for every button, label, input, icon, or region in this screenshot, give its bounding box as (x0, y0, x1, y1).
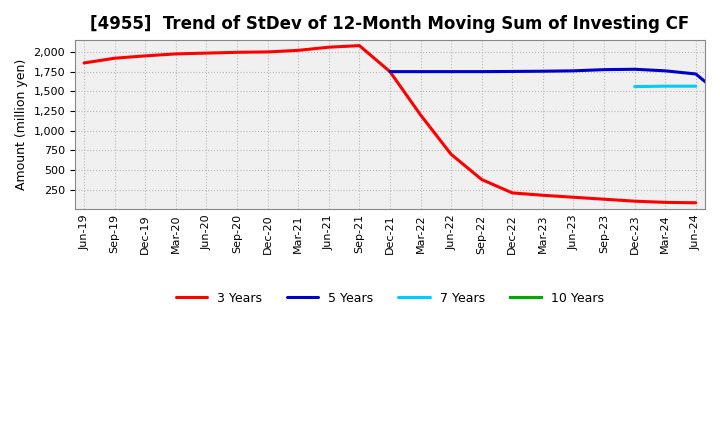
3 Years (80, 60, 89, 66)
5 Years (447, 69, 456, 74)
3 Years (661, 200, 670, 205)
3 Years (355, 43, 364, 48)
3 Years (477, 177, 486, 182)
5 Years (661, 68, 670, 73)
3 Years (294, 48, 302, 53)
Line: 5 Years: 5 Years (390, 69, 720, 173)
3 Years (386, 69, 395, 74)
3 Years (171, 51, 180, 56)
3 Years (141, 53, 150, 59)
3 Years (508, 190, 517, 195)
7 Years (630, 84, 639, 89)
5 Years (477, 69, 486, 74)
3 Years (325, 44, 333, 50)
3 Years (233, 50, 241, 55)
7 Years (661, 84, 670, 89)
Line: 3 Years: 3 Years (84, 46, 696, 203)
5 Years (508, 69, 517, 74)
Title: [4955]  Trend of StDev of 12-Month Moving Sum of Investing CF: [4955] Trend of StDev of 12-Month Moving… (90, 15, 690, 33)
5 Years (691, 71, 700, 77)
5 Years (569, 68, 577, 73)
3 Years (416, 112, 425, 117)
7 Years (691, 84, 700, 89)
5 Years (416, 69, 425, 74)
Y-axis label: Amount (million yen): Amount (million yen) (15, 59, 28, 191)
3 Years (202, 51, 211, 56)
5 Years (600, 67, 608, 72)
5 Years (630, 66, 639, 72)
3 Years (447, 152, 456, 157)
3 Years (691, 200, 700, 205)
3 Years (600, 197, 608, 202)
Legend: 3 Years, 5 Years, 7 Years, 10 Years: 3 Years, 5 Years, 7 Years, 10 Years (171, 287, 609, 310)
3 Years (539, 193, 547, 198)
3 Years (569, 194, 577, 200)
3 Years (264, 49, 272, 55)
5 Years (539, 69, 547, 74)
3 Years (630, 198, 639, 204)
3 Years (110, 55, 119, 61)
5 Years (386, 69, 395, 74)
